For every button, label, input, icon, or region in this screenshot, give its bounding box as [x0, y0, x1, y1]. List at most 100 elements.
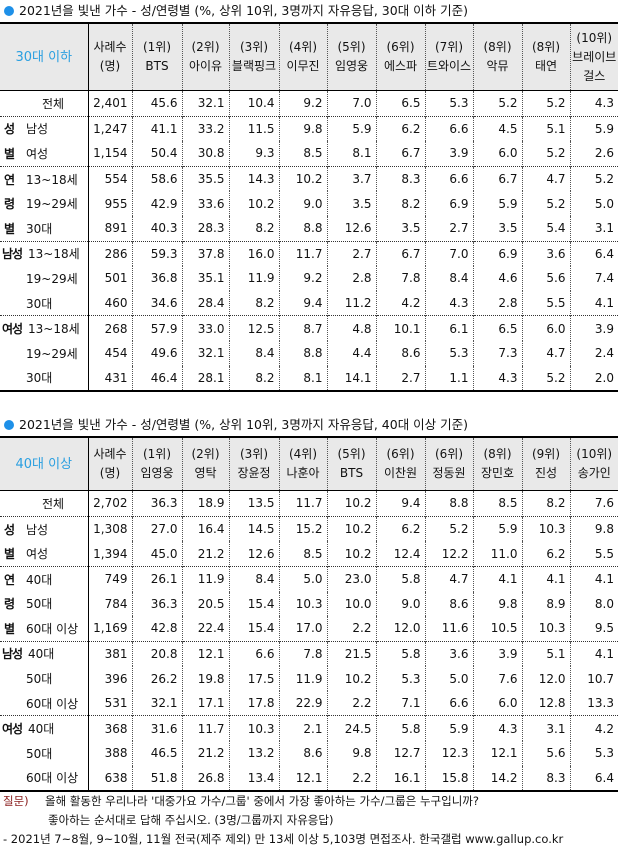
singer-column-header: (6위)이찬원 — [376, 437, 425, 491]
percent-cell: 6.7 — [473, 166, 522, 191]
percent-cell: 5.2 — [522, 91, 570, 117]
row-label: 60대 이상 — [0, 766, 88, 792]
percent-cell: 28.4 — [182, 291, 229, 316]
percent-cell: 6.4 — [570, 766, 618, 792]
row-label: 19~29세 — [0, 266, 88, 291]
group-label: 여성 — [0, 320, 28, 337]
group-label: 남성 — [0, 245, 28, 262]
singer-column-header: (1위)임영웅 — [132, 437, 182, 491]
singer-name: 송가인 — [571, 464, 618, 483]
segment-label: 30대 이하 — [0, 23, 88, 91]
percent-cell: 45.0 — [132, 541, 182, 566]
percent-cell: 8.6 — [376, 341, 425, 366]
row-label-text: 50대 — [26, 597, 52, 611]
percent-cell: 4.3 — [473, 716, 522, 741]
rank: (3위) — [230, 445, 279, 464]
percent-cell: 6.0 — [473, 141, 522, 166]
sample-size: 1,169 — [88, 616, 132, 641]
percent-cell: 11.7 — [182, 716, 229, 741]
percent-cell: 35.5 — [182, 166, 229, 191]
percent-cell: 35.1 — [182, 266, 229, 291]
percent-cell: 15.8 — [425, 766, 473, 792]
percent-cell: 15.4 — [229, 592, 279, 617]
percent-cell: 4.4 — [327, 341, 376, 366]
percent-cell: 2.2 — [327, 691, 376, 716]
percent-cell: 7.8 — [279, 641, 327, 666]
percent-cell: 5.3 — [425, 91, 473, 117]
percent-cell: 11.7 — [279, 241, 327, 266]
percent-cell: 11.6 — [425, 616, 473, 641]
sample-size: 638 — [88, 766, 132, 792]
sample-size: 396 — [88, 666, 132, 691]
percent-cell: 12.1 — [279, 766, 327, 792]
percent-cell: 4.5 — [473, 116, 522, 141]
rank: (5위) — [328, 445, 376, 464]
row-label-text: 전체 — [0, 497, 64, 511]
percent-cell: 12.6 — [229, 541, 279, 566]
percent-cell: 33.0 — [182, 316, 229, 341]
percent-cell: 9.8 — [473, 592, 522, 617]
percent-cell: 8.2 — [522, 491, 570, 517]
singer-name: 이무진 — [280, 57, 327, 76]
group-label: 연 — [0, 571, 26, 588]
group-label: 연 — [0, 171, 26, 188]
singer-name: 블랙핑크 — [230, 57, 279, 76]
percent-cell: 36.3 — [132, 592, 182, 617]
sample-size: 1,394 — [88, 541, 132, 566]
percent-cell: 8.6 — [279, 741, 327, 766]
percent-cell: 16.4 — [182, 516, 229, 541]
singer-column-header: (8위)악뮤 — [473, 23, 522, 91]
percent-cell: 12.8 — [522, 691, 570, 716]
percent-cell: 26.2 — [132, 666, 182, 691]
percent-cell: 5.4 — [522, 216, 570, 241]
group-label: 여성 — [0, 720, 28, 737]
percent-cell: 5.2 — [522, 366, 570, 392]
singer-column-header: (4위)이무진 — [279, 23, 327, 91]
singer-name: 장민호 — [474, 464, 522, 483]
title-text: 2021년을 빛낸 가수 - 성/연령별 (%, 상위 10위, 3명까지 자유… — [19, 414, 468, 436]
percent-cell: 4.8 — [327, 316, 376, 341]
source-note: - 2021년 7~8월, 9~10월, 11월 전국(제주 제외) 만 13세… — [3, 830, 618, 849]
percent-cell: 8.3 — [522, 766, 570, 792]
percent-cell: 34.6 — [132, 291, 182, 316]
row-label: 50대 — [0, 666, 88, 691]
percent-cell: 6.0 — [522, 316, 570, 341]
percent-cell: 8.1 — [279, 366, 327, 392]
sample-size: 381 — [88, 641, 132, 666]
percent-cell: 33.6 — [182, 191, 229, 216]
sample-size: 531 — [88, 691, 132, 716]
percent-cell: 32.1 — [182, 91, 229, 117]
percent-cell: 5.2 — [522, 191, 570, 216]
percent-cell: 51.8 — [132, 766, 182, 792]
rank: (8위) — [474, 445, 522, 464]
percent-cell: 10.2 — [327, 491, 376, 517]
percent-cell: 13.4 — [229, 766, 279, 792]
row-label-text: 40대 — [28, 722, 54, 736]
percent-cell: 7.0 — [425, 241, 473, 266]
singer-name: 트와이스 — [426, 57, 473, 76]
row-label-text: 30대 — [26, 371, 52, 385]
percent-cell: 4.6 — [473, 266, 522, 291]
percent-cell: 4.7 — [522, 166, 570, 191]
rank: (1위) — [133, 38, 182, 57]
percent-cell: 12.6 — [327, 216, 376, 241]
percent-cell: 59.3 — [132, 241, 182, 266]
percent-cell: 5.9 — [473, 191, 522, 216]
percent-cell: 30.8 — [182, 141, 229, 166]
percent-cell: 5.9 — [473, 516, 522, 541]
sample-size: 454 — [88, 341, 132, 366]
percent-cell: 7.8 — [376, 266, 425, 291]
percent-cell: 13.3 — [570, 691, 618, 716]
row-label: 60대 이상 — [0, 691, 88, 716]
percent-cell: 12.0 — [522, 666, 570, 691]
